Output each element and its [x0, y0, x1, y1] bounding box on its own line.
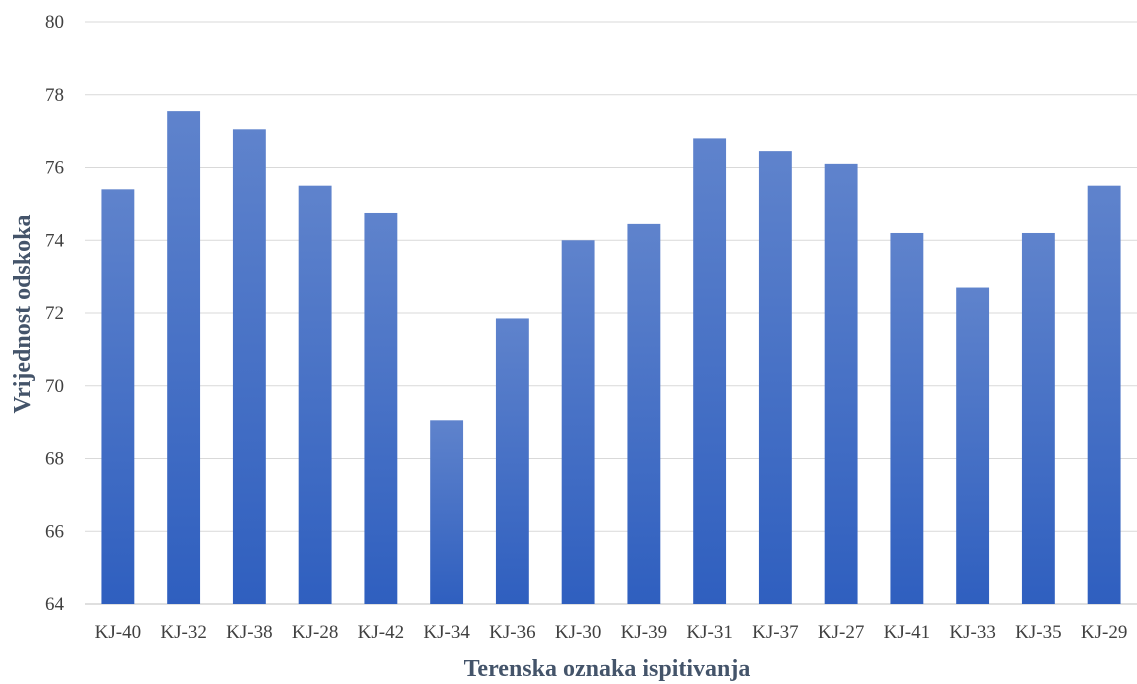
x-tick-label: KJ-28	[292, 622, 338, 643]
x-tick-label: KJ-39	[621, 622, 667, 643]
x-axis-ticks: KJ-40 KJ-32 KJ-38 KJ-28 KJ-42 KJ-34 KJ-36 KJ-30…	[95, 622, 1128, 643]
y-tick-label: 72	[45, 303, 64, 324]
x-tick-label: KJ-34	[423, 622, 470, 643]
bar-kj-31	[693, 138, 727, 604]
bar-kj-30	[561, 240, 595, 604]
bar-kj-39	[627, 223, 661, 604]
y-tick-label: 64	[45, 594, 65, 615]
y-axis-ticks: 64 66 68 70 72 74 76 78 80	[45, 12, 65, 615]
bar-kj-33	[956, 287, 990, 604]
x-tick-label: KJ-30	[555, 622, 601, 643]
x-tick-label: KJ-40	[95, 622, 141, 643]
y-tick-label: 80	[45, 12, 64, 33]
y-tick-label: 66	[45, 521, 64, 542]
y-tick-label: 76	[45, 158, 64, 179]
bar-kj-36	[495, 318, 529, 604]
x-tick-label: KJ-29	[1081, 622, 1127, 643]
bar-kj-42	[364, 212, 398, 604]
x-tick-label: KJ-31	[686, 622, 732, 643]
y-axis-title: Vrijednost odskoka	[10, 215, 36, 414]
bar-kj-28	[298, 185, 332, 604]
x-tick-label: KJ-38	[226, 622, 272, 643]
x-tick-label: KJ-35	[1015, 622, 1061, 643]
bar-kj-27	[824, 163, 858, 605]
bar-kj-35	[1021, 232, 1055, 604]
y-tick-label: 70	[45, 376, 64, 397]
bar-kj-41	[890, 232, 924, 604]
x-tick-label: KJ-33	[949, 622, 995, 643]
x-tick-label: KJ-27	[818, 622, 864, 643]
bar-kj-34	[430, 420, 464, 604]
x-tick-label: KJ-36	[489, 622, 535, 643]
bar-kj-32	[167, 111, 201, 605]
x-axis-title: Terenska oznaka ispitivanja	[464, 656, 751, 682]
y-tick-label: 78	[45, 85, 64, 106]
x-tick-label: KJ-41	[884, 622, 930, 643]
bar-kj-40	[101, 189, 135, 604]
bar-kj-37	[758, 151, 792, 604]
bar-kj-38	[232, 129, 266, 604]
x-tick-label: KJ-32	[160, 622, 206, 643]
y-tick-label: 68	[45, 449, 64, 470]
x-tick-label: KJ-42	[358, 622, 404, 643]
y-tick-label: 74	[45, 230, 65, 251]
bars	[101, 111, 1121, 605]
bar-kj-29	[1087, 185, 1121, 604]
x-tick-label: KJ-37	[752, 622, 798, 643]
